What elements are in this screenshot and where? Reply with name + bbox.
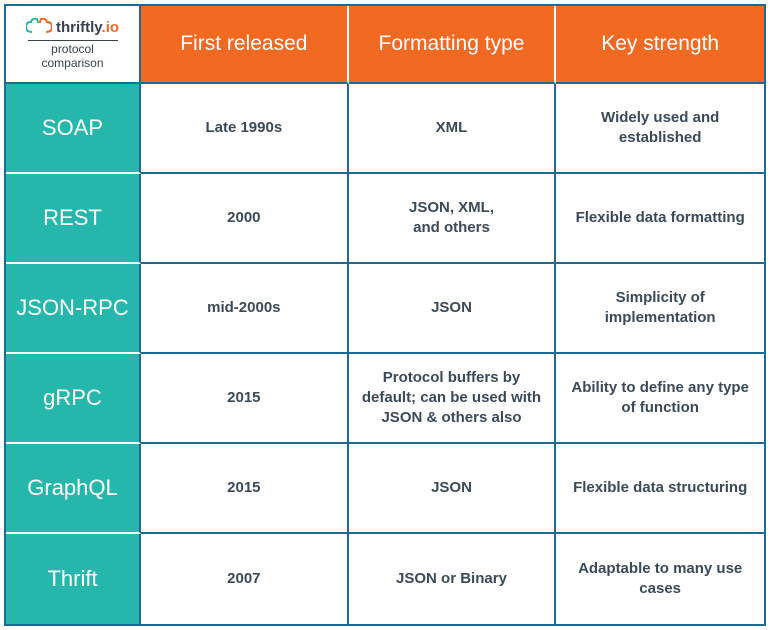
cell-soap-strength: Widely used and established — [556, 84, 764, 174]
logo-cell: thriftly.io protocol comparison — [6, 6, 141, 84]
protocol-comparison-table: thriftly.io protocol comparison First re… — [4, 4, 766, 626]
cell-jsonrpc-strength: Simplicity of implementation — [556, 264, 764, 354]
cell-grpc-format: Protocol buffers by default; can be used… — [349, 354, 557, 444]
row-header-grpc: gRPC — [6, 354, 141, 444]
row-header-rest: REST — [6, 174, 141, 264]
cell-thrift-released: 2007 — [141, 534, 349, 624]
cell-graphql-released: 2015 — [141, 444, 349, 534]
cloud-icon — [26, 18, 52, 36]
column-header-released: First released — [141, 6, 349, 84]
row-header-soap: SOAP — [6, 84, 141, 174]
cell-jsonrpc-format: JSON — [349, 264, 557, 354]
cell-rest-format: JSON, XML,and others — [349, 174, 557, 264]
brand-logo: thriftly.io — [26, 18, 119, 36]
cell-soap-format: XML — [349, 84, 557, 174]
cell-thrift-strength: Adaptable to many use cases — [556, 534, 764, 624]
row-header-thrift: Thrift — [6, 534, 141, 624]
cell-graphql-format: JSON — [349, 444, 557, 534]
row-header-graphql: GraphQL — [6, 444, 141, 534]
brand-name: thriftly.io — [56, 19, 119, 36]
brand-subtitle: protocol comparison — [41, 43, 103, 69]
cell-soap-released: Late 1990s — [141, 84, 349, 174]
column-header-format: Formatting type — [349, 6, 557, 84]
cell-rest-released: 2000 — [141, 174, 349, 264]
cell-grpc-strength: Ability to define any type of function — [556, 354, 764, 444]
logo-divider — [28, 40, 118, 41]
cell-jsonrpc-released: mid-2000s — [141, 264, 349, 354]
column-header-strength: Key strength — [556, 6, 764, 84]
row-header-jsonrpc: JSON-RPC — [6, 264, 141, 354]
cell-graphql-strength: Flexible data structuring — [556, 444, 764, 534]
cell-thrift-format: JSON or Binary — [349, 534, 557, 624]
cell-grpc-released: 2015 — [141, 354, 349, 444]
cell-rest-strength: Flexible data formatting — [556, 174, 764, 264]
